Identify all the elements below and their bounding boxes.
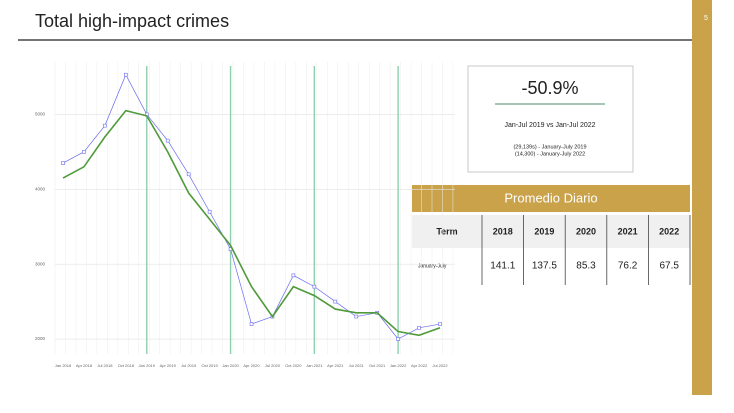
table-column-header: 2018	[493, 226, 513, 236]
x-tick-label: Apr 2019	[160, 363, 177, 368]
table-column-header: Term	[436, 226, 457, 236]
data-point	[438, 322, 442, 326]
x-tick-label: Apr 2020	[243, 363, 260, 368]
table: Term 2018 2019 2020 2021 2022 January-July 141.…	[418, 215, 691, 285]
x-tick-label: Jan 2019	[139, 363, 156, 368]
data-point	[103, 123, 107, 128]
x-tick-label: Jan 2022	[390, 363, 407, 368]
table-column-header: 2020	[576, 226, 596, 236]
x-tick-label: Oct 2021	[369, 363, 386, 368]
slide-title: Total high-impact crimes	[35, 11, 229, 31]
x-tick-label: Oct 2018	[118, 363, 135, 368]
summary-comparison: Jan-Jul 2019 vs Jan-Jul 2022	[504, 122, 595, 129]
side-bar	[692, 0, 712, 395]
table-cell: 85.3	[576, 261, 596, 272]
data-point	[417, 325, 421, 330]
data-point	[207, 209, 212, 214]
data-point	[354, 314, 359, 319]
x-tick-label: Jul 2022	[432, 363, 448, 368]
x-tick-label: Jul 2021	[349, 363, 365, 368]
data-point	[61, 161, 65, 165]
data-point	[249, 322, 254, 326]
summary-headline: -50.9%	[521, 78, 578, 98]
y-tick-label: 4000	[35, 186, 46, 191]
series-line	[62, 109, 441, 337]
x-tick-label: Jul 2018	[97, 363, 113, 368]
x-tick-label: Apr 2021	[327, 363, 344, 368]
x-tick-label: Oct 2020	[285, 363, 302, 368]
x-tick-label: Jan 2020	[222, 363, 239, 368]
data-point	[312, 284, 317, 289]
x-tick-label: Jul 2019	[181, 363, 197, 368]
summary-note: (14,300) - January-July 2022	[515, 151, 585, 157]
table-column-band	[412, 215, 690, 248]
x-tick-label: Apr 2022	[411, 363, 428, 368]
y-tick-label: 3000	[35, 261, 46, 266]
data-point	[124, 72, 128, 77]
data-point	[82, 150, 86, 154]
table-column-header: 2019	[534, 226, 554, 236]
summary-note: (29,139s) - January-July 2019	[513, 144, 586, 150]
page-number: 5	[704, 15, 708, 22]
table-row-label: January-July	[418, 263, 447, 269]
x-tick-label: Jan 2021	[306, 363, 323, 368]
data-point	[186, 172, 191, 177]
data-point	[396, 337, 400, 341]
table-column-header: 2022	[659, 226, 679, 236]
table-cell: 67.5	[659, 261, 679, 272]
table-cell: 76.2	[618, 261, 638, 272]
y-tick-label: 5000	[35, 112, 46, 117]
table-cell: 141.1	[490, 261, 515, 272]
x-tick-label: Jan 2018	[55, 363, 72, 368]
data-point	[165, 138, 170, 143]
x-tick-label: Oct 2019	[201, 363, 218, 368]
data-point	[291, 273, 296, 278]
table-cell: 137.5	[532, 261, 557, 272]
y-tick-label: 2000	[35, 336, 46, 341]
table-header-band	[412, 185, 690, 212]
data-point	[333, 299, 338, 304]
x-tick-label: Jul 2020	[265, 363, 281, 368]
chart: 2000 3000 4000 5000 Jan 2018 Apr 2018 Jul 2018…	[35, 62, 455, 368]
table-column-header: 2021	[618, 226, 638, 236]
table-title: Promedio Diario	[504, 190, 597, 205]
x-tick-label: Apr 2018	[76, 363, 93, 368]
summary-box	[467, 65, 634, 173]
